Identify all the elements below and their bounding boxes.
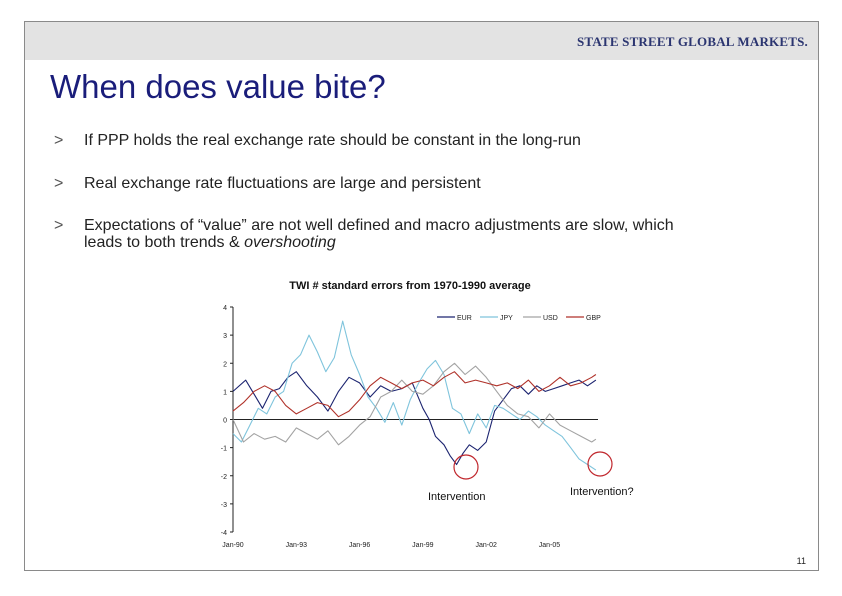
annotation-intervention-question: Intervention?: [570, 486, 634, 498]
legend-label-gbp: GBP: [586, 315, 601, 322]
bullet-text: Real exchange rate fluctuations are larg…: [84, 175, 481, 192]
series-line-gbp: [232, 371, 597, 418]
bullet-marker: >: [54, 132, 64, 149]
y-tick-label: 0: [223, 418, 227, 425]
slide-title: When does value bite?: [50, 68, 386, 105]
legend-label-jpy: JPY: [500, 315, 513, 322]
series-line-eur: [232, 371, 597, 466]
bullet-text-line2: leads to both trends &: [84, 234, 245, 251]
y-tick-label: -2: [221, 474, 227, 481]
legend-label-eur: EUR: [457, 315, 472, 322]
x-tick-label: Jan-90: [222, 542, 244, 549]
header-band: [25, 22, 818, 60]
annotation-intervention: Intervention: [428, 491, 486, 503]
bullet-emphasis: overshooting: [244, 234, 336, 251]
y-tick-label: 4: [223, 305, 227, 312]
x-tick-label: Jan-05: [539, 542, 561, 549]
bullet-text-line1: Expectations of “value” are not well def…: [84, 217, 674, 234]
y-tick-label: 3: [223, 333, 227, 340]
y-tick-label: 1: [223, 389, 227, 396]
slide-frame: [24, 21, 819, 571]
bullet-text: Expectations of “value” are not well def…: [84, 217, 674, 251]
chart-title: TWI # standard errors from 1970-1990 ave…: [289, 280, 531, 292]
brand-logo: STATE STREET GLOBAL MARKETS.: [576, 34, 808, 49]
y-tick-label: 2: [223, 361, 227, 368]
x-tick-label: Jan-02: [475, 542, 497, 549]
x-tick-label: Jan-99: [412, 542, 434, 549]
bullet-text: If PPP holds the real exchange rate shou…: [84, 132, 581, 149]
page-number: 11: [796, 556, 806, 566]
series-line-usd: [232, 362, 597, 446]
bullet-marker: >: [54, 175, 64, 192]
x-tick-label: Jan-96: [349, 542, 371, 549]
bullet-marker: >: [54, 217, 64, 234]
intervention-circle: [453, 454, 479, 480]
y-tick-label: -3: [221, 502, 227, 509]
legend-label-usd: USD: [543, 315, 558, 322]
y-tick-label: -4: [221, 530, 227, 537]
x-tick-label: Jan-93: [286, 542, 308, 549]
series-line-jpy: [232, 320, 597, 471]
intervention-question-circle: [587, 451, 613, 477]
y-tick-label: -1: [221, 446, 227, 453]
